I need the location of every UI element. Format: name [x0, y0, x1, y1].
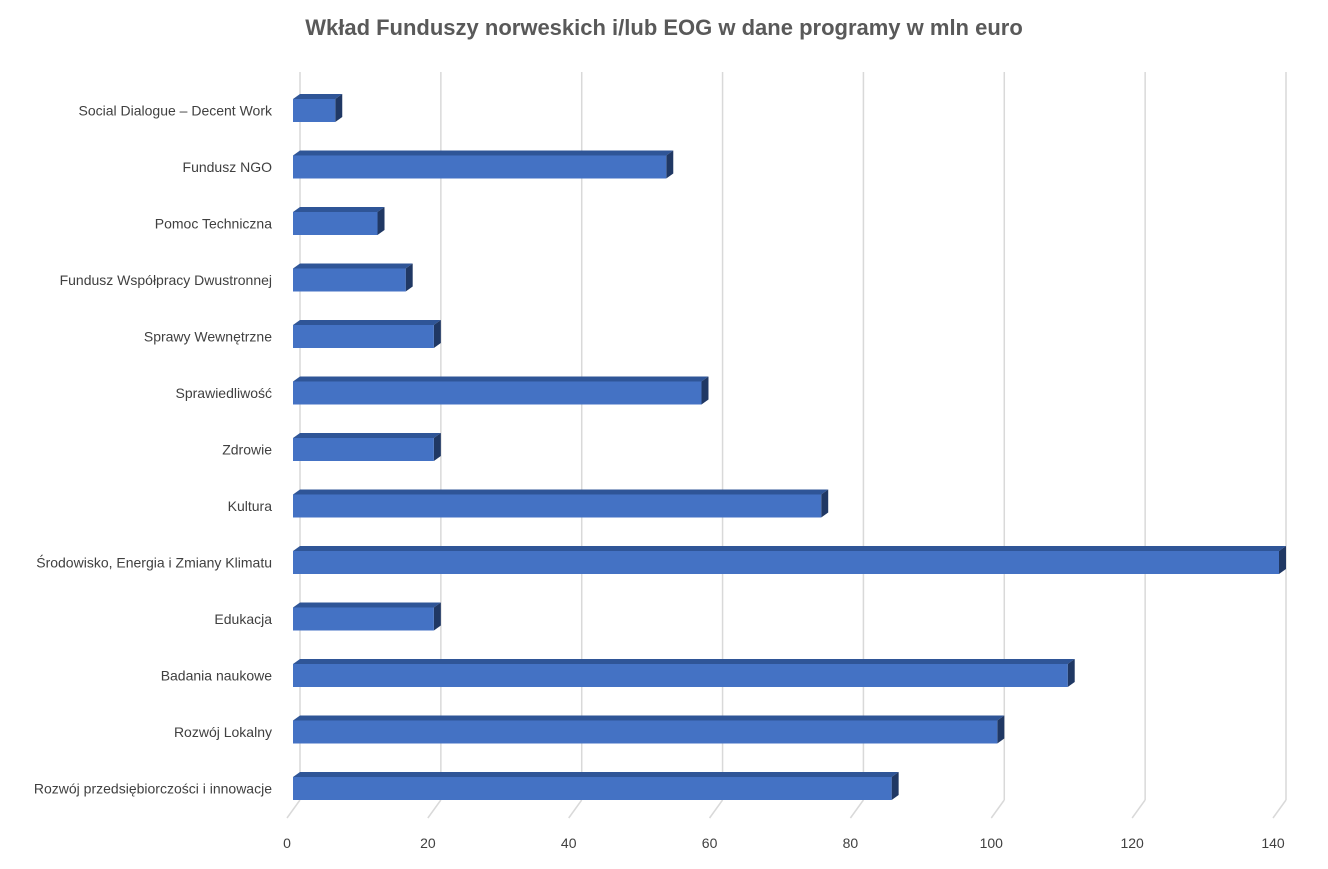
bar — [293, 659, 1075, 687]
bar-side — [377, 207, 385, 235]
bar-top — [293, 602, 441, 608]
bar — [293, 94, 343, 122]
bar — [293, 320, 441, 348]
category-labels: Social Dialogue – Decent Work Fundusz NGO… — [34, 103, 273, 797]
bar-side — [821, 489, 829, 518]
category-label: Zdrowie — [222, 442, 272, 458]
bars — [293, 94, 1286, 800]
category-label: Pomoc Techniczna — [155, 216, 272, 232]
x-tick-label: 120 — [1120, 835, 1144, 851]
x-tick-label: 20 — [420, 835, 436, 851]
bar-front — [293, 212, 378, 235]
bar — [293, 150, 674, 179]
bar-top — [293, 320, 441, 325]
bar-front — [293, 381, 702, 405]
bar-front — [293, 777, 892, 800]
category-label: Social Dialogue – Decent Work — [78, 103, 273, 119]
bar-side — [433, 320, 441, 348]
category-label: Rozwój Lokalny — [174, 724, 272, 740]
gridline-floor — [568, 799, 583, 819]
bar-top — [293, 546, 1286, 551]
x-tick-label: 0 — [283, 835, 291, 851]
bar-front — [293, 268, 406, 292]
bar-front — [293, 720, 998, 744]
bar-side — [997, 715, 1005, 744]
x-tick-label: 100 — [980, 835, 1004, 851]
gridline-floor — [708, 799, 724, 819]
gridline-floor — [849, 799, 865, 819]
x-tick-label: 140 — [1261, 835, 1285, 851]
bar — [293, 602, 441, 631]
bar-front — [293, 99, 336, 122]
category-label: Fundusz Współpracy Dwustronnej — [60, 272, 272, 288]
x-tick-label: 60 — [702, 835, 718, 851]
category-label: Sprawiedliwość — [176, 385, 272, 401]
bar — [293, 376, 709, 405]
bar-front — [293, 664, 1068, 687]
gridline-floor — [1272, 799, 1287, 819]
gridline-floor — [990, 799, 1005, 819]
bar — [293, 715, 1005, 744]
bar-top — [293, 489, 829, 495]
gridline-floor — [1131, 799, 1146, 819]
chart-title: Wkład Funduszy norweskich i/lub EOG w da… — [305, 15, 1023, 40]
category-label: Sprawy Wewnętrzne — [144, 329, 272, 345]
bar — [293, 433, 441, 461]
category-label: Badania naukowe — [161, 668, 273, 684]
bar-top — [293, 263, 413, 269]
x-tick-label: 40 — [561, 835, 577, 851]
bar-side — [666, 150, 674, 179]
bar-top — [293, 94, 343, 99]
bar-side — [891, 772, 899, 800]
category-label: Kultura — [228, 498, 273, 514]
bar-top — [293, 772, 899, 777]
bar-front — [293, 325, 434, 348]
bar-front — [293, 551, 1279, 574]
bar — [293, 772, 899, 800]
category-label: Środowisko, Energia i Zmiany Klimatu — [36, 554, 272, 571]
bar-top — [293, 715, 1005, 721]
x-axis-ticks: 0 20 40 60 80 100 120 140 — [283, 835, 1285, 851]
bar-top — [293, 207, 385, 212]
category-label: Fundusz NGO — [183, 159, 273, 175]
bar-side — [1067, 659, 1075, 687]
bar-side — [1279, 546, 1286, 574]
bar-front — [293, 155, 667, 179]
bar-side — [405, 263, 413, 292]
category-label: Edukacja — [214, 611, 272, 627]
bar-top — [293, 376, 709, 382]
bar — [293, 546, 1286, 574]
gridline-floor — [427, 799, 442, 819]
bar — [293, 207, 385, 235]
bar-side — [701, 376, 709, 405]
bar-side — [433, 433, 441, 461]
x-tick-label: 80 — [843, 835, 859, 851]
category-label: Rozwój przedsiębiorczości i innowacje — [34, 781, 272, 797]
bar — [293, 263, 413, 292]
bar-side — [433, 602, 441, 631]
gridline-floor — [286, 799, 301, 819]
bar-top — [293, 659, 1075, 664]
bar-top — [293, 433, 441, 438]
bar-top — [293, 150, 674, 156]
bar-front — [293, 494, 822, 518]
bar-side — [335, 94, 343, 122]
bar-front — [293, 438, 434, 461]
bar-front — [293, 607, 434, 631]
bar — [293, 489, 829, 518]
